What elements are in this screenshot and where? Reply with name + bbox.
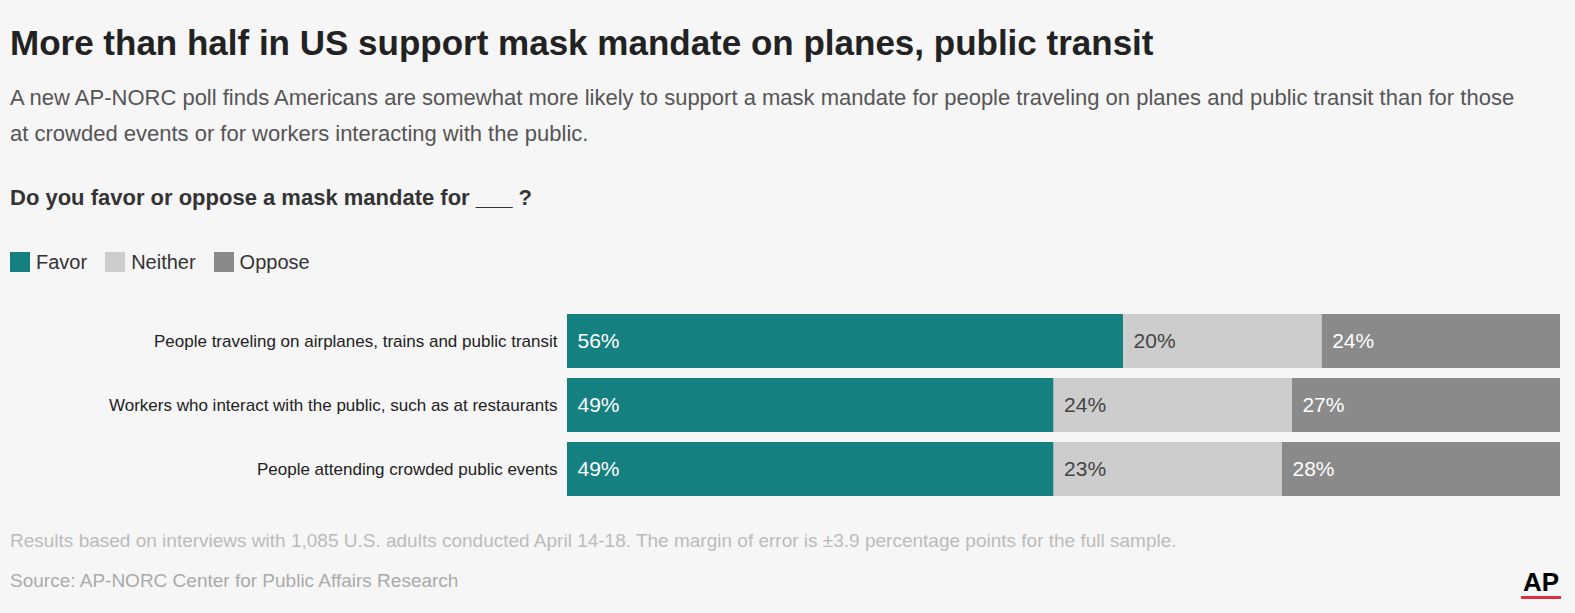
svg-text:49%: 49% <box>578 457 620 480</box>
html-text:Source: AP-NORC Center for Pub: Source: AP-NORC Center for Public Affair… <box>10 570 459 591</box>
html-text:AP: AP <box>1522 567 1559 597</box>
html-text:A new AP-NORC poll finds Ameri: A new AP-NORC poll finds Americans are s… <box>10 85 1515 146</box>
svg-text:27%: 27% <box>1302 393 1344 416</box>
svg-text:20%: 20% <box>1134 329 1176 352</box>
svg-text:People attending crowded publi: People attending crowded public events <box>257 460 558 479</box>
svg-text:People traveling on airplanes,: People traveling on airplanes, trains an… <box>154 332 558 351</box>
svg-text:28%: 28% <box>1292 457 1334 480</box>
html-text:Favor: Favor <box>36 251 88 273</box>
svg-text:24%: 24% <box>1064 393 1106 416</box>
html-text:More than half in US support m: More than half in US support mask mandat… <box>10 23 1154 62</box>
svg-text:49%: 49% <box>578 393 620 416</box>
html-text:Results based on interviews wi: Results based on interviews with 1,085 U… <box>10 530 1177 551</box>
html-text:Oppose: Oppose <box>239 251 310 273</box>
svg-text:24%: 24% <box>1332 329 1374 352</box>
svg-text:Workers who interact with the: Workers who interact with the public, su… <box>109 396 558 415</box>
html-text:Do you favor or oppose a mask: Do you favor or oppose a mask mandate fo… <box>10 185 532 210</box>
svg-text:56%: 56% <box>578 329 620 352</box>
svg-text:23%: 23% <box>1064 457 1106 480</box>
html-text:Neither: Neither <box>131 251 196 273</box>
